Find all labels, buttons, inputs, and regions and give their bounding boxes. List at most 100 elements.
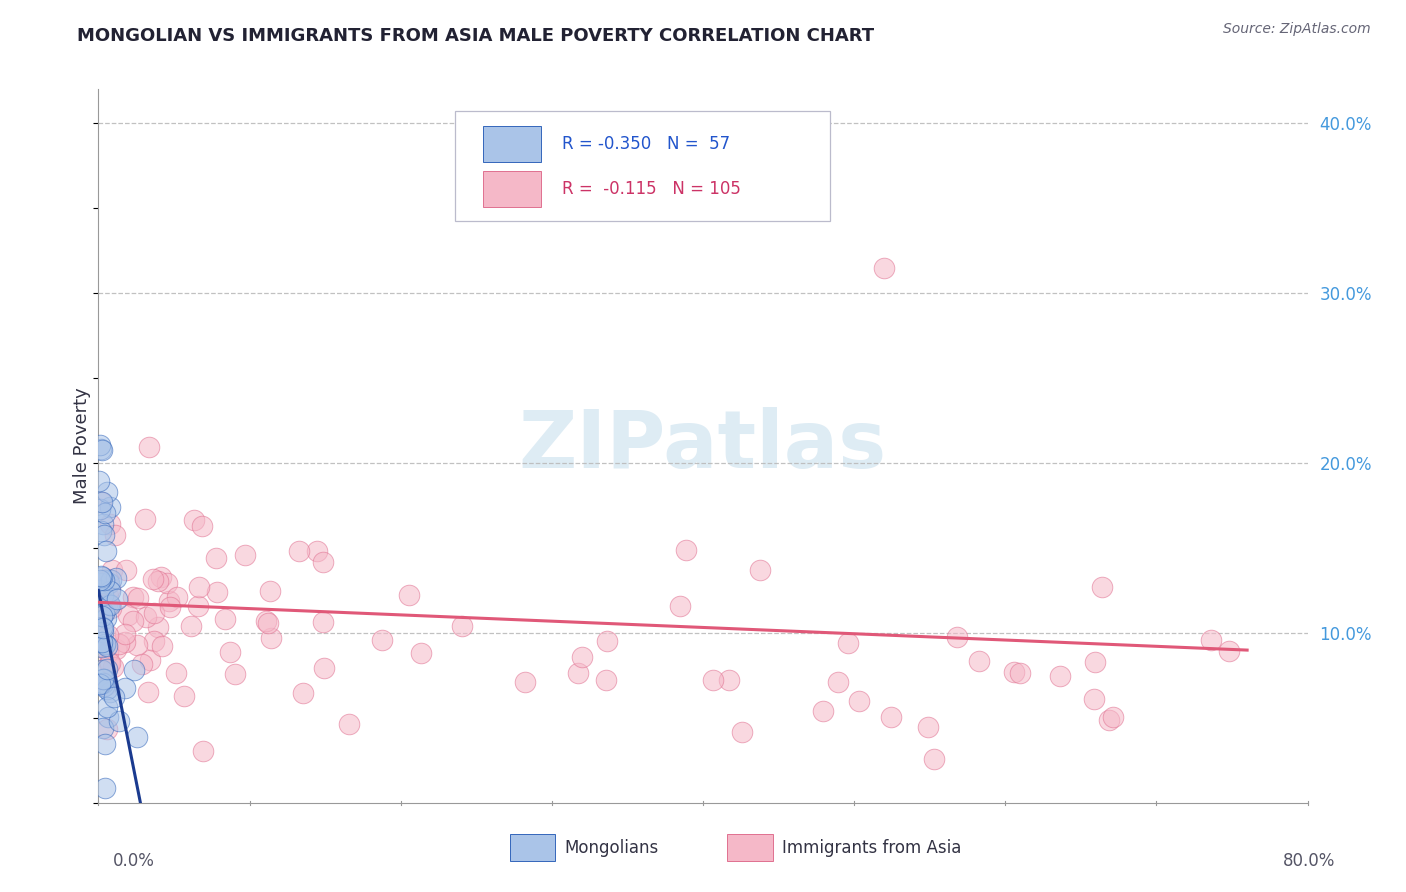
Point bbox=[93, 675, 115, 690]
Point bbox=[136, 685, 159, 699]
Point bbox=[451, 619, 474, 633]
Point bbox=[156, 576, 179, 591]
Point bbox=[94, 737, 117, 751]
Point bbox=[105, 591, 128, 606]
Point bbox=[93, 780, 115, 795]
Point bbox=[125, 730, 148, 744]
Point bbox=[97, 598, 120, 612]
Point bbox=[90, 609, 112, 624]
Point bbox=[969, 654, 991, 668]
Point bbox=[97, 628, 120, 642]
Point bbox=[143, 633, 166, 648]
Text: ZIPatlas: ZIPatlas bbox=[519, 407, 887, 485]
Point bbox=[93, 506, 115, 520]
Point bbox=[1218, 644, 1240, 658]
Point bbox=[96, 710, 118, 724]
Point bbox=[94, 543, 117, 558]
Point bbox=[94, 611, 117, 625]
Point bbox=[254, 614, 277, 628]
Point bbox=[91, 673, 114, 687]
Point bbox=[98, 584, 121, 599]
FancyBboxPatch shape bbox=[727, 834, 773, 862]
Point bbox=[89, 437, 111, 451]
Point bbox=[98, 656, 121, 670]
Point bbox=[107, 714, 129, 729]
Point bbox=[93, 528, 115, 542]
Point bbox=[96, 682, 118, 697]
Point bbox=[91, 663, 114, 677]
Point bbox=[411, 646, 433, 660]
Point bbox=[89, 582, 111, 597]
Point bbox=[596, 634, 619, 648]
Point bbox=[731, 725, 754, 739]
Point bbox=[205, 551, 228, 566]
Point bbox=[100, 581, 122, 595]
Point bbox=[143, 607, 166, 621]
Point bbox=[94, 637, 117, 651]
Point bbox=[96, 640, 118, 654]
Point bbox=[96, 723, 118, 737]
Point bbox=[398, 588, 420, 602]
Point bbox=[94, 637, 117, 651]
Point bbox=[1083, 692, 1105, 706]
Point bbox=[98, 500, 121, 514]
FancyBboxPatch shape bbox=[509, 834, 555, 862]
Point bbox=[218, 645, 240, 659]
Point bbox=[122, 614, 145, 628]
Point bbox=[90, 524, 112, 538]
Text: R =  -0.115   N = 105: R = -0.115 N = 105 bbox=[561, 180, 741, 198]
Text: R = -0.350   N =  57: R = -0.350 N = 57 bbox=[561, 136, 730, 153]
Point bbox=[96, 484, 118, 499]
Point bbox=[103, 690, 125, 704]
Text: 80.0%: 80.0% bbox=[1284, 852, 1336, 870]
Point bbox=[97, 645, 120, 659]
FancyBboxPatch shape bbox=[482, 171, 541, 207]
Point bbox=[91, 621, 114, 635]
Point bbox=[101, 563, 124, 577]
Point bbox=[183, 513, 205, 527]
Point bbox=[90, 442, 112, 457]
Point bbox=[718, 673, 741, 688]
Point bbox=[675, 542, 697, 557]
Point bbox=[165, 666, 187, 681]
Point bbox=[117, 608, 139, 623]
Point bbox=[98, 685, 121, 699]
Point bbox=[224, 666, 246, 681]
Point bbox=[115, 563, 138, 577]
Point bbox=[946, 631, 969, 645]
Point bbox=[97, 573, 120, 587]
Point bbox=[89, 502, 111, 516]
Point bbox=[104, 570, 127, 584]
Point bbox=[93, 516, 115, 531]
Point bbox=[89, 639, 111, 653]
Point bbox=[749, 563, 772, 577]
Point bbox=[1102, 709, 1125, 723]
Point bbox=[291, 686, 314, 700]
Point bbox=[312, 615, 335, 630]
Point bbox=[98, 598, 121, 612]
Point bbox=[134, 511, 156, 525]
Point bbox=[91, 640, 114, 655]
Point bbox=[159, 600, 181, 615]
Point bbox=[669, 599, 692, 614]
Point bbox=[1002, 665, 1025, 679]
Point bbox=[173, 689, 195, 703]
Point bbox=[100, 574, 122, 588]
Point bbox=[337, 716, 360, 731]
Y-axis label: Male Poverty: Male Poverty bbox=[73, 388, 91, 504]
Point bbox=[101, 660, 124, 674]
Point bbox=[214, 612, 236, 626]
Text: MONGOLIAN VS IMMIGRANTS FROM ASIA MALE POVERTY CORRELATION CHART: MONGOLIAN VS IMMIGRANTS FROM ASIA MALE P… bbox=[77, 27, 875, 45]
Point bbox=[152, 639, 174, 653]
Point bbox=[571, 649, 593, 664]
Point bbox=[827, 674, 849, 689]
FancyBboxPatch shape bbox=[482, 127, 541, 162]
Point bbox=[91, 588, 114, 602]
Point bbox=[90, 570, 112, 584]
Point bbox=[89, 573, 111, 587]
Point bbox=[142, 572, 165, 586]
Point bbox=[880, 709, 903, 723]
Point bbox=[314, 661, 336, 675]
Point bbox=[90, 568, 112, 582]
Point bbox=[180, 619, 202, 633]
